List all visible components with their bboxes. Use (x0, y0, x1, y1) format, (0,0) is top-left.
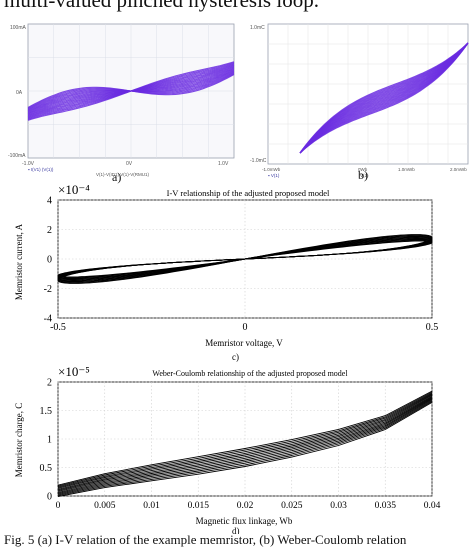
chart-c-exponent: ×10⁻⁴ (58, 182, 90, 197)
a-x-mid: 0V (126, 161, 133, 167)
b-trace-mid: V(2) (360, 173, 369, 178)
chart-c-ytick: 0 (47, 255, 52, 266)
a-trace-left: ▪ I(V1) (V(1)) (28, 167, 54, 172)
a-y-bot: -100mA (8, 153, 26, 159)
chart-c-xtick: 0 (243, 322, 248, 333)
chart-c: -0.5 0 0.5 4 2 0 -2 -4 ×10⁻⁴ I-V relationship o… (14, 182, 439, 362)
caption-top: multi-valued pinched hysteresis loop. (4, 0, 319, 12)
chart-d-series-line (57, 396, 433, 492)
chart-d-series-line (57, 402, 433, 497)
chart-d-xtick: 0.005 (94, 501, 116, 511)
chart-d-series-line (57, 393, 433, 489)
panel-a-curve (27, 61, 235, 121)
chart-d-exponent: ×10⁻⁵ (58, 364, 90, 379)
a-trace-bottom: V(1)-V(ID1) V(1)-V(RMU1) (96, 172, 150, 177)
chart-c-label: c) (232, 352, 239, 362)
chart-d-series-line (57, 390, 433, 486)
panel-a-label: a) (112, 170, 122, 184)
a-y-mid: 0A (16, 90, 23, 96)
chart-d-label: d) (232, 526, 240, 534)
b-y-bot: -1.0mC (250, 158, 267, 164)
chart-d-series-line (57, 394, 433, 490)
chart-c-xlabel: Memristor voltage, V (205, 338, 283, 348)
a-y-top: 100mA (10, 25, 27, 31)
chart-d-ytick: 1 (47, 435, 52, 446)
chart-d-series-line (57, 397, 433, 493)
chart-c-xtick: 0.5 (426, 322, 439, 333)
panel-b: 1.0mC -1.0mC -1.0mWb 0Wb 1.0mWb 2.0mWb ▪… (250, 20, 472, 185)
chart-d-xtick: 0.015 (188, 501, 210, 511)
chart-c-loop (57, 234, 433, 284)
panel-a: 100mA 0A -100mA -1.0V 0V 1.0V ▪ I(V1) (V… (8, 20, 238, 185)
chart-d-ytick: 2 (47, 378, 52, 389)
b-x-left: -1.0mWb (262, 167, 281, 172)
chart-c-ytick: 4 (47, 196, 52, 207)
chart-d-ytick: 1.5 (40, 406, 53, 417)
panel-b-plot: 1.0mC -1.0mC -1.0mWb 0Wb 1.0mWb 2.0mWb ▪… (250, 23, 469, 178)
chart-d-xlabel: Magnetic flux linkage, Wb (196, 516, 293, 526)
chart-c-ytick: 2 (47, 225, 52, 236)
chart-c-ytick: -2 (44, 284, 52, 295)
panel-b-curve (299, 42, 469, 154)
chart-d-xtick: 0.03 (330, 501, 347, 511)
chart-d-series-line (57, 391, 433, 487)
chart-d: 0 0.005 0.01 0.015 0.02 0.025 0.03 0.035 0.04 2 1.… (14, 364, 441, 534)
chart-d-xtick: 0.02 (237, 501, 254, 511)
chart-d-series-line (57, 395, 433, 491)
chart-d-ytick: 0.5 (40, 463, 53, 474)
b-trace-left: ▪ V(1) (268, 173, 280, 178)
a-x-right: 1.0V (218, 161, 229, 167)
chart-d-series-line (57, 400, 433, 495)
b-x-mid2: 1.0mWb (398, 167, 415, 172)
b-x-mid1: 0Wb (358, 167, 368, 172)
chart-d-series-line (57, 401, 433, 496)
panel-b-label: b) (358, 168, 368, 182)
chart-d-series-line (57, 398, 433, 494)
a-x-left: -1.0V (22, 161, 35, 167)
chart-c-title: I-V relationship of the adjusted propose… (167, 188, 330, 198)
chart-d-xtick: 0.04 (424, 501, 441, 511)
chart-d-xtick: 0.025 (281, 501, 303, 511)
chart-c-ytick: -4 (44, 314, 52, 325)
b-y-top: 1.0mC (250, 25, 265, 31)
chart-d-series-line (57, 392, 433, 488)
caption-bottom: Fig. 5 (a) I-V relation of the example m… (4, 532, 407, 547)
panel-a-plot: 100mA 0A -100mA -1.0V 0V 1.0V ▪ I(V1) (V… (8, 23, 235, 177)
chart-c-xtick: -0.5 (50, 322, 66, 333)
chart-d-xtick: 0.035 (375, 501, 397, 511)
chart-d-ytick: 0 (47, 492, 52, 503)
chart-d-xtick: 0.01 (143, 501, 160, 511)
chart-d-xtick: 0 (56, 501, 61, 511)
b-x-right: 2.0mWb (450, 167, 467, 172)
chart-d-title: Weber-Coulomb relationship of the adjust… (152, 369, 348, 378)
chart-d-ylabel: Memristor charge, C (14, 403, 24, 478)
chart-c-ylabel: Memristor current, A (14, 223, 24, 300)
